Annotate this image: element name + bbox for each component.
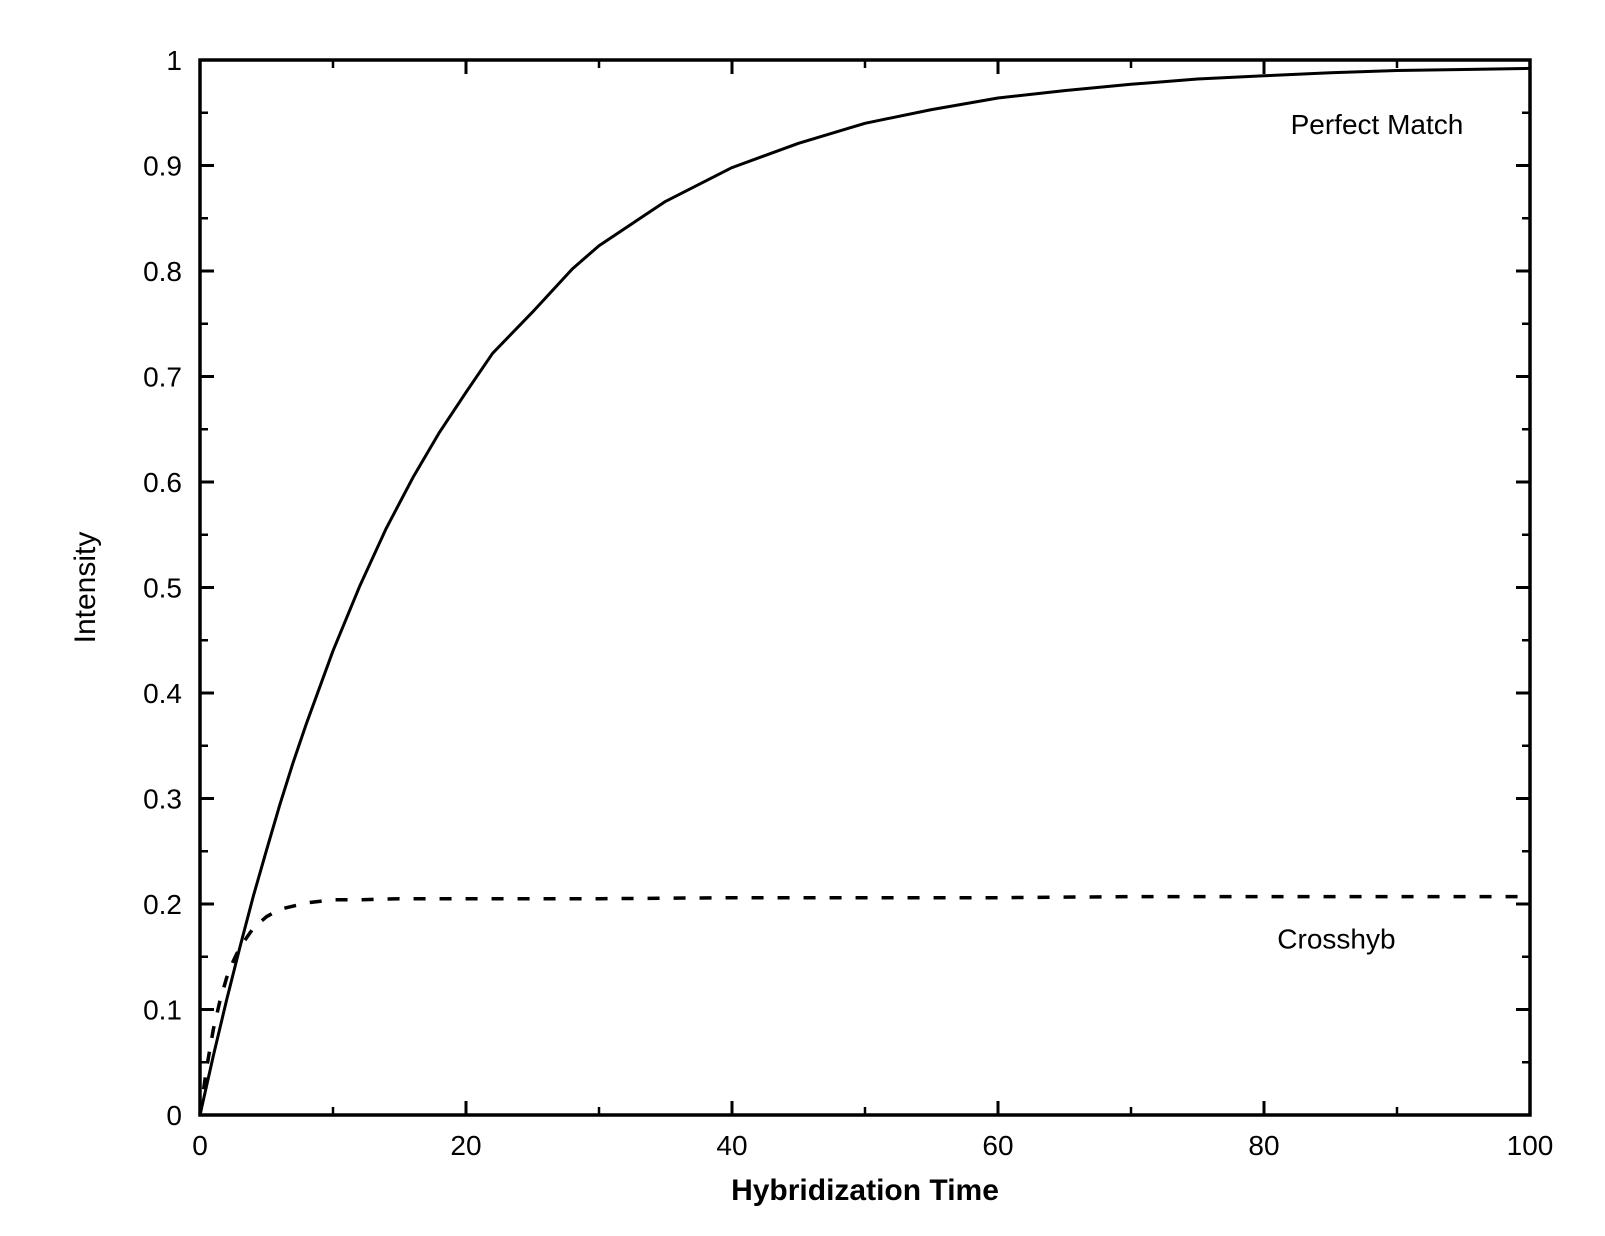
svg-text:60: 60: [982, 1130, 1013, 1161]
svg-text:Hybridization Time: Hybridization Time: [731, 1174, 999, 1207]
svg-text:0.5: 0.5: [143, 573, 182, 604]
svg-text:40: 40: [716, 1130, 747, 1161]
svg-text:20: 20: [450, 1130, 481, 1161]
svg-text:0.3: 0.3: [143, 784, 182, 815]
svg-text:0.4: 0.4: [143, 678, 182, 709]
svg-text:0: 0: [192, 1130, 208, 1161]
svg-text:0.9: 0.9: [143, 151, 182, 182]
svg-text:1: 1: [166, 45, 182, 76]
svg-text:80: 80: [1248, 1130, 1279, 1161]
svg-text:Intensity: Intensity: [69, 532, 102, 644]
svg-text:0.7: 0.7: [143, 362, 182, 393]
chart-container: 0 20 40 60 80 100 0 0.1 0.2 0.3 0.4 0.5 0.6 0.7 0.8 0.9…: [0, 0, 1605, 1236]
svg-text:Perfect Match: Perfect Match: [1291, 109, 1464, 140]
svg-text:Crosshyb: Crosshyb: [1277, 923, 1395, 954]
svg-text:100: 100: [1507, 1130, 1554, 1161]
svg-text:0.2: 0.2: [143, 889, 182, 920]
svg-text:0.8: 0.8: [143, 256, 182, 287]
svg-text:0.1: 0.1: [143, 995, 182, 1026]
line-chart: 0 20 40 60 80 100 0 0.1 0.2 0.3 0.4 0.5 0.6 0.7 0.8 0.9…: [0, 0, 1605, 1236]
svg-text:0.6: 0.6: [143, 467, 182, 498]
svg-text:0: 0: [166, 1100, 182, 1131]
